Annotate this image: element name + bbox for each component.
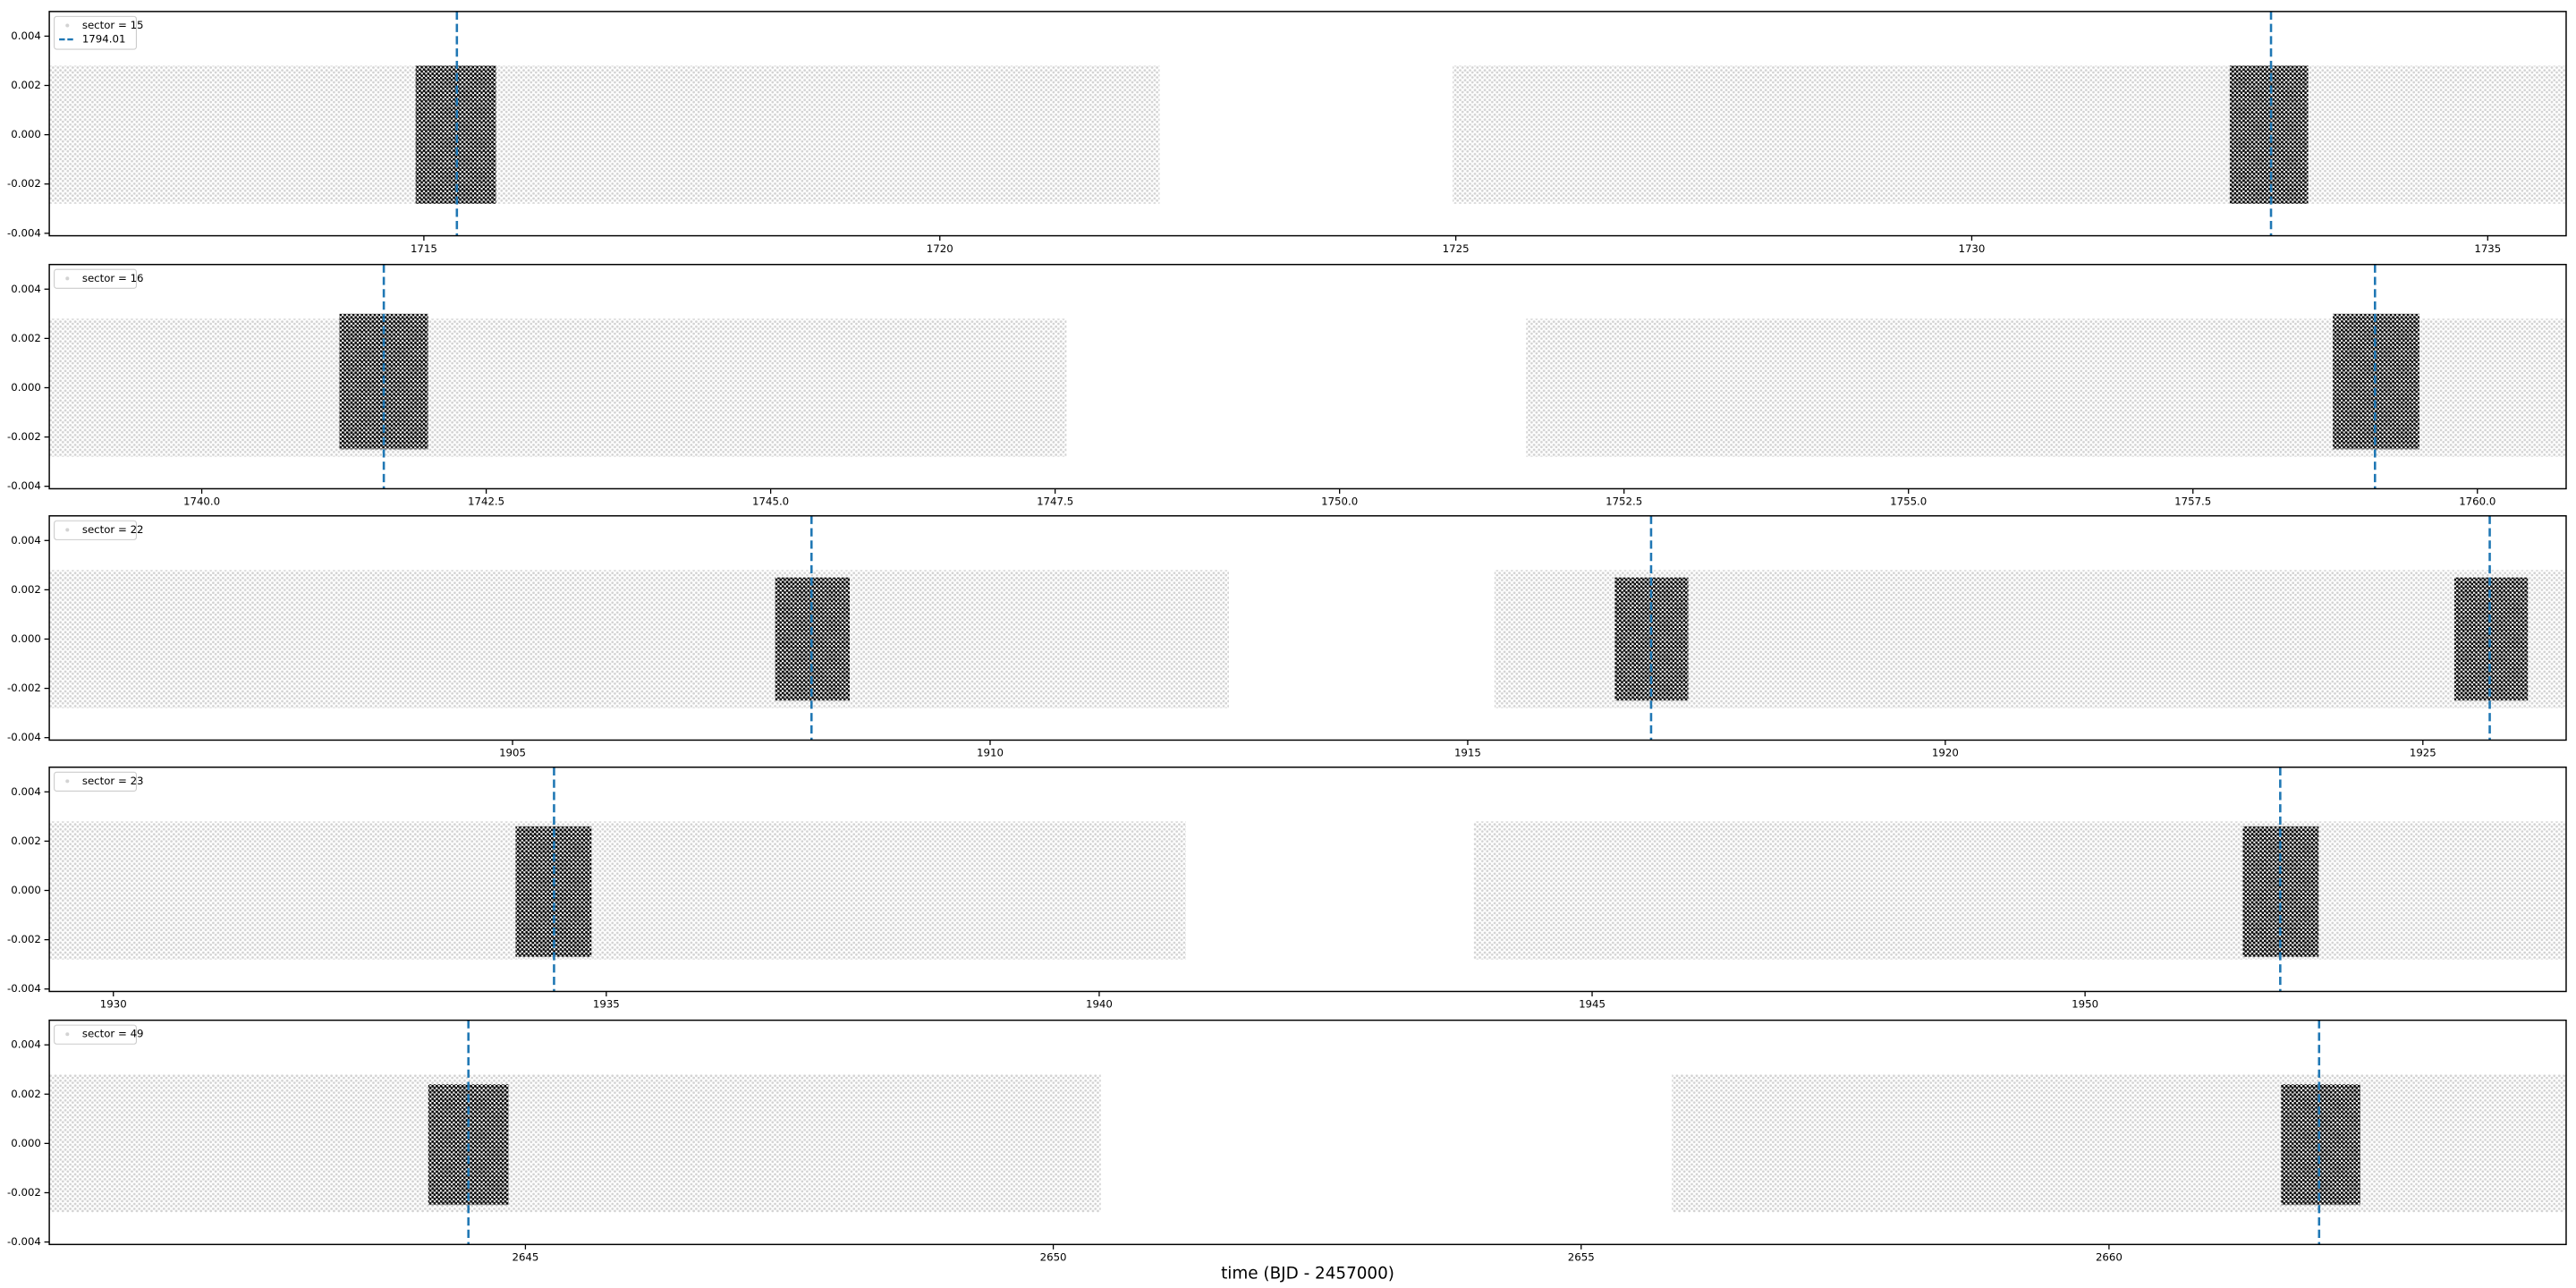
point-cloud (1453, 65, 2566, 204)
point-cloud (1672, 1074, 2566, 1213)
y-tick-label: -0.004 (7, 1235, 41, 1248)
x-tick-label: 1757.5 (2174, 496, 2211, 508)
x-tick-label: 1935 (593, 998, 620, 1011)
legend-box (54, 15, 137, 50)
x-tick-label: 1760.0 (2459, 496, 2496, 508)
y-tick-label: -0.004 (7, 226, 41, 239)
legend-box (54, 1024, 137, 1045)
y-tick-label: 0.000 (11, 884, 41, 896)
y-tick-label: 0.000 (11, 128, 41, 140)
axes-frame (48, 11, 2567, 237)
x-tick-label: 1950 (2072, 998, 2098, 1011)
y-tick-label: 0.000 (11, 632, 41, 645)
point-cloud (49, 570, 1229, 708)
y-tick-label: -0.004 (7, 982, 41, 995)
point-cloud (49, 65, 1160, 204)
legend-marker (65, 779, 70, 784)
x-tick-label: 1730 (1958, 242, 1985, 255)
axes-frame (48, 263, 2567, 490)
x-tick-label: 2655 (1568, 1251, 1595, 1264)
x-tick-label: 1725 (1443, 242, 1470, 255)
legend-marker (65, 276, 70, 281)
y-tick-label: -0.002 (7, 1186, 41, 1199)
legend-label: sector = 23 (82, 775, 144, 787)
legend-label: 1794.01 (82, 33, 126, 46)
panel: -0.004 -0.002 0.000 0.002 0.004 1905 1910 1915 1… (7, 515, 2567, 759)
y-tick-label: 0.000 (11, 381, 41, 394)
x-tick-label: 1750.0 (1321, 496, 1358, 508)
y-tick-label: -0.004 (7, 479, 41, 492)
point-cloud (2454, 577, 2529, 701)
legend-box (54, 268, 137, 289)
point-cloud (1473, 821, 2566, 960)
y-tick-label: -0.002 (7, 933, 41, 945)
y-tick-label: -0.004 (7, 731, 41, 743)
axes-frame (48, 1019, 2567, 1246)
point-cloud (49, 1074, 1101, 1213)
plot-area (49, 1020, 2566, 1245)
x-tick-label: 1745.0 (752, 496, 789, 508)
x-tick-label: 1940 (1086, 998, 1113, 1011)
y-tick-label: 0.000 (11, 1137, 41, 1149)
x-tick-label: 1945 (1579, 998, 1606, 1011)
legend-box (54, 771, 137, 792)
legend-label: sector = 16 (82, 272, 144, 284)
y-tick-label: -0.002 (7, 430, 41, 443)
y-tick-label: 0.004 (11, 534, 41, 547)
plot-area (49, 515, 2566, 741)
x-tick-label: 1930 (100, 998, 127, 1011)
legend-label: sector = 49 (82, 1028, 144, 1040)
y-tick-label: 0.002 (11, 1088, 41, 1100)
y-tick-label: 0.002 (11, 835, 41, 847)
x-tick-label: 2645 (512, 1251, 538, 1264)
x-tick-label: 1747.5 (1037, 496, 1073, 508)
legend-marker (65, 23, 70, 28)
x-tick-label: 1920 (1932, 747, 1959, 759)
x-tick-label: 2660 (2096, 1251, 2123, 1264)
x-tick-label: 1740.0 (183, 496, 220, 508)
x-tick-label: 1755.0 (1890, 496, 1927, 508)
y-tick-label: 0.004 (11, 30, 41, 42)
y-tick-label: 0.004 (11, 785, 41, 798)
y-tick-label: 0.004 (11, 1038, 41, 1051)
panel: -0.004 -0.002 0.000 0.002 0.004 1930 1935 1940 1… (7, 767, 2567, 1011)
panel: -0.004 -0.002 0.000 0.002 0.004 1740.0 1742.5 1… (7, 263, 2567, 508)
x-tick-label: 2650 (1040, 1251, 1067, 1264)
point-cloud (49, 821, 1186, 960)
x-tick-label: 1720 (927, 242, 953, 255)
y-tick-label: 0.002 (11, 583, 41, 596)
legend-label: sector = 15 (82, 19, 144, 31)
point-cloud (49, 318, 1067, 457)
y-tick-label: -0.002 (7, 177, 41, 190)
x-tick-label: 1905 (499, 747, 526, 759)
y-tick-label: 0.004 (11, 283, 41, 295)
plot-area (49, 767, 2566, 992)
plot-area (49, 11, 2566, 236)
legend-label: sector = 22 (82, 523, 144, 536)
x-tick-label: 1752.5 (1606, 496, 1642, 508)
axes-frame (48, 515, 2567, 741)
panel: -0.004 -0.002 0.000 0.002 0.004 2645 2650 2655 2… (7, 1019, 2567, 1283)
panel: -0.004 -0.002 0.000 0.002 0.004 1715 1720 1725 1… (7, 11, 2567, 255)
point-cloud (2281, 1084, 2360, 1206)
x-tick-label: 1715 (411, 242, 437, 255)
point-cloud (2229, 65, 2309, 204)
x-tick-label: 1915 (1454, 747, 1481, 759)
plot-area (49, 264, 2566, 489)
x-tick-label: 1910 (977, 747, 1004, 759)
legend-marker (65, 1032, 70, 1037)
legend-marker (65, 528, 70, 532)
y-tick-label: 0.002 (11, 332, 41, 344)
x-tick-label: 1735 (2474, 242, 2501, 255)
x-axis-label: time (BJD - 2457000) (1221, 1264, 1394, 1283)
y-tick-label: 0.002 (11, 79, 41, 91)
legend-box (54, 520, 137, 540)
x-tick-label: 1742.5 (468, 496, 504, 508)
axes-frame (48, 767, 2567, 993)
y-tick-label: -0.002 (7, 682, 41, 694)
x-tick-label: 1925 (2410, 747, 2436, 759)
